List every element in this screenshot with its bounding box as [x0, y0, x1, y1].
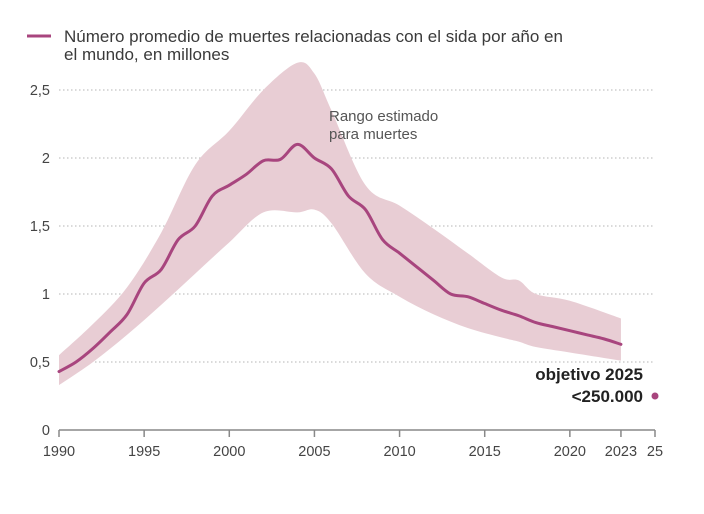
- data-point-2021: [585, 333, 588, 336]
- data-point-1990: [58, 370, 61, 373]
- y-tick-label: 1: [42, 287, 50, 303]
- data-point-2018: [534, 321, 537, 324]
- target-value-label: <250.000: [572, 387, 643, 406]
- data-point-2000: [228, 184, 231, 187]
- data-point-1996: [160, 268, 163, 271]
- data-point-2002: [262, 159, 265, 162]
- data-point-2001: [245, 173, 248, 176]
- data-point-1995: [143, 282, 146, 285]
- data-point-2017: [517, 314, 520, 317]
- data-point-2005: [313, 157, 316, 160]
- y-tick-label: 0: [42, 423, 50, 439]
- x-tick-label: 25: [647, 444, 663, 460]
- x-tick-label: 2000: [213, 444, 245, 460]
- data-point-2012: [432, 279, 435, 282]
- data-point-2009: [381, 238, 384, 241]
- data-point-2023: [619, 343, 622, 346]
- data-point-2010: [398, 252, 401, 255]
- x-tick-label: 2010: [383, 444, 415, 460]
- estimated-range-band: [59, 62, 621, 386]
- x-tick-label: 2023: [605, 444, 637, 460]
- data-point-2015: [483, 302, 486, 305]
- data-point-1993: [109, 331, 112, 334]
- y-tick-label: 2,5: [30, 83, 50, 99]
- data-point-2013: [449, 293, 452, 296]
- legend-title-line-1: Número promedio de muertes relacionadas …: [64, 27, 563, 46]
- target-year-label: objetivo 2025: [535, 365, 643, 384]
- deaths-line: [57, 142, 623, 374]
- y-tick-label: 1,5: [30, 219, 50, 235]
- data-point-2019: [551, 325, 554, 328]
- data-point-1994: [126, 313, 129, 316]
- x-tick-label: 1995: [128, 444, 160, 460]
- y-tick-label: 2: [42, 151, 50, 167]
- x-tick-label: 2015: [469, 444, 501, 460]
- target-2025-point: [651, 392, 659, 400]
- x-tick-label: 2020: [554, 444, 586, 460]
- data-point-2007: [347, 195, 350, 198]
- x-tick-label: 2005: [298, 444, 330, 460]
- data-point-2004: [296, 143, 299, 146]
- data-point-1991: [75, 361, 78, 364]
- data-point-1992: [92, 347, 95, 350]
- data-point-2003: [279, 158, 282, 161]
- gridlines: [59, 89, 655, 363]
- data-point-1998: [194, 225, 197, 228]
- legend: Número promedio de muertes relacionadas …: [27, 27, 563, 64]
- y-axis-labels: 0 0,5 1 1,5 2 2,5: [30, 83, 50, 439]
- data-point-2020: [568, 329, 571, 332]
- x-axis: 1990 1995 2000 2005 2010 2015 2020 2023 25: [43, 429, 663, 460]
- data-point-2006: [330, 167, 333, 170]
- y-tick-label: 0,5: [30, 355, 50, 371]
- data-point-1999: [211, 195, 214, 198]
- data-point-2014: [466, 295, 469, 298]
- data-point-2016: [500, 309, 503, 312]
- x-tick-label: 1990: [43, 444, 75, 460]
- band-label-line-2: para muertes: [329, 126, 417, 143]
- data-point-2008: [364, 208, 367, 211]
- data-point-2022: [602, 337, 605, 340]
- data-point-1997: [177, 238, 180, 241]
- legend-title-line-2: el mundo, en millones: [64, 45, 229, 64]
- data-point-2011: [415, 265, 418, 268]
- band-label-line-1: Rango estimado: [329, 108, 438, 125]
